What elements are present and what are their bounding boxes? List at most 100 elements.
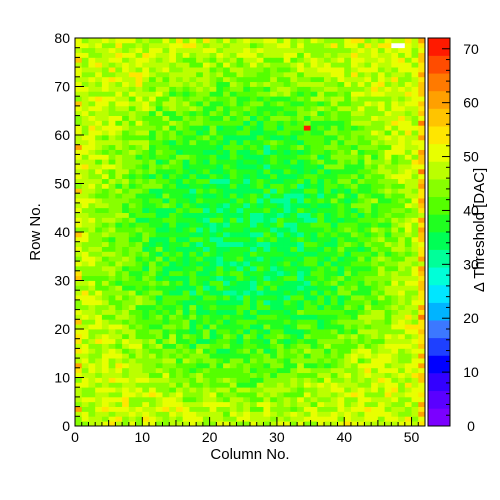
heatmap-cell (189, 265, 197, 272)
heatmap-cell (155, 57, 163, 63)
heatmap-cell (243, 91, 251, 97)
heatmap-cell (209, 358, 217, 364)
heatmap-cell (391, 139, 399, 146)
heatmap-cell (81, 42, 89, 49)
heatmap-cell (371, 309, 379, 315)
heatmap-cell (344, 358, 352, 364)
heatmap-cell (202, 135, 211, 141)
heatmap-cell (223, 183, 231, 189)
heatmap-cell (250, 193, 258, 199)
heatmap-cell (310, 125, 318, 131)
heatmap-cell (324, 324, 332, 330)
heatmap-cell (202, 212, 211, 218)
heatmap-cell (229, 222, 237, 228)
heatmap-cell (75, 319, 83, 325)
heatmap-cell (350, 135, 359, 141)
heatmap-cell (344, 275, 352, 281)
heatmap-cell (324, 42, 332, 49)
heatmap-cell (155, 290, 163, 296)
heatmap-cell (75, 367, 83, 374)
heatmap-cell (283, 377, 291, 383)
heatmap-cell (229, 270, 237, 277)
heatmap-cell (95, 81, 103, 87)
heatmap-cell (101, 256, 110, 262)
heatmap-cell (236, 86, 244, 92)
heatmap-cell (108, 120, 116, 126)
heatmap-cell (250, 358, 258, 364)
heatmap-cell (155, 367, 163, 374)
heatmap-cell (155, 164, 163, 170)
heatmap-cell (236, 207, 244, 213)
heatmap-cell (384, 227, 392, 233)
heatmap-cell (303, 135, 311, 141)
heatmap-cell (142, 173, 150, 180)
heatmap-cell (88, 217, 96, 223)
heatmap-cell (182, 377, 190, 383)
heatmap-cell (297, 299, 305, 306)
heatmap-cell (344, 280, 352, 286)
heatmap-cell (223, 401, 231, 407)
heatmap-cell (175, 421, 184, 427)
heatmap-cell (202, 52, 211, 58)
heatmap-cell (229, 164, 237, 170)
heatmap-cell (101, 314, 110, 320)
heatmap-cell (256, 178, 264, 184)
heatmap-cell (276, 86, 285, 92)
heatmap-cell (162, 280, 170, 286)
heatmap-cell (175, 164, 184, 170)
heatmap-cell (169, 290, 177, 296)
heatmap-cell (317, 348, 325, 354)
heatmap-cell (270, 416, 278, 422)
heatmap-cell (330, 265, 338, 272)
heatmap-cell (88, 246, 96, 252)
heatmap-cell (404, 52, 412, 58)
heatmap-cell (209, 125, 217, 131)
heatmap-cell (81, 159, 89, 165)
heatmap-cell (202, 372, 211, 378)
heatmap-cell (317, 275, 325, 281)
heatmap-cell (243, 178, 251, 184)
heatmap-cell (256, 168, 264, 175)
heatmap-cell (189, 343, 197, 349)
heatmap-cell (270, 57, 278, 63)
heatmap-cell (108, 353, 116, 359)
heatmap-cell (142, 416, 150, 422)
heatmap-cell (256, 362, 264, 369)
heatmap-cell (297, 96, 305, 102)
heatmap-cell (263, 377, 271, 383)
heatmap-cell (142, 236, 150, 243)
heatmap-cell (196, 115, 204, 121)
heatmap-cell (404, 62, 412, 68)
heatmap-cell (371, 295, 379, 301)
heatmap-cell (149, 338, 157, 344)
heatmap-cell (310, 241, 318, 247)
heatmap-cell (297, 57, 305, 63)
heatmap-cell (303, 246, 311, 252)
heatmap-cell (236, 57, 244, 63)
heatmap-cell (229, 319, 237, 325)
heatmap-cell (276, 207, 285, 213)
heatmap-cell (404, 372, 412, 378)
heatmap-cell (404, 227, 412, 233)
heatmap-cell (344, 91, 352, 97)
heatmap-cell (122, 261, 130, 267)
heatmap-cell (324, 135, 332, 141)
heatmap-cell (384, 304, 392, 310)
heatmap-cell (263, 188, 271, 194)
heatmap-cell (364, 188, 372, 194)
heatmap-cell (169, 52, 177, 58)
heatmap-cell (115, 139, 123, 146)
heatmap-cell (411, 256, 419, 262)
heatmap-cell (115, 251, 123, 257)
heatmap-cell (310, 91, 318, 97)
heatmap-cell (357, 270, 365, 277)
heatmap-cell (350, 67, 359, 73)
heatmap-cell (283, 324, 291, 330)
heatmap-cell (155, 275, 163, 281)
heatmap-cell (149, 406, 157, 412)
heatmap-cell (142, 57, 150, 63)
heatmap-cell (310, 372, 318, 378)
heatmap-cell (263, 387, 271, 393)
heatmap-cell (236, 173, 244, 180)
heatmap-cell (371, 101, 379, 107)
